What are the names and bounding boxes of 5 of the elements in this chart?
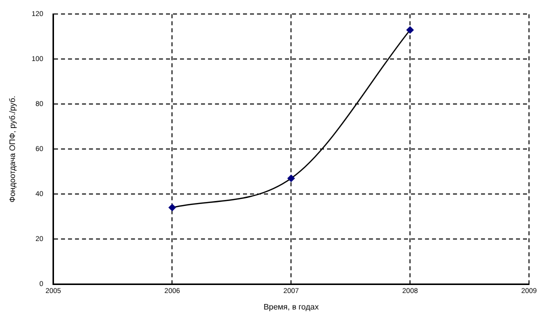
y-axis-title: Фондоотдача ОПФ, руб./руб. (8, 96, 18, 202)
point (406, 26, 414, 34)
x-axis-title: Время, в годах (264, 302, 319, 312)
point (288, 174, 295, 182)
point (168, 204, 176, 212)
